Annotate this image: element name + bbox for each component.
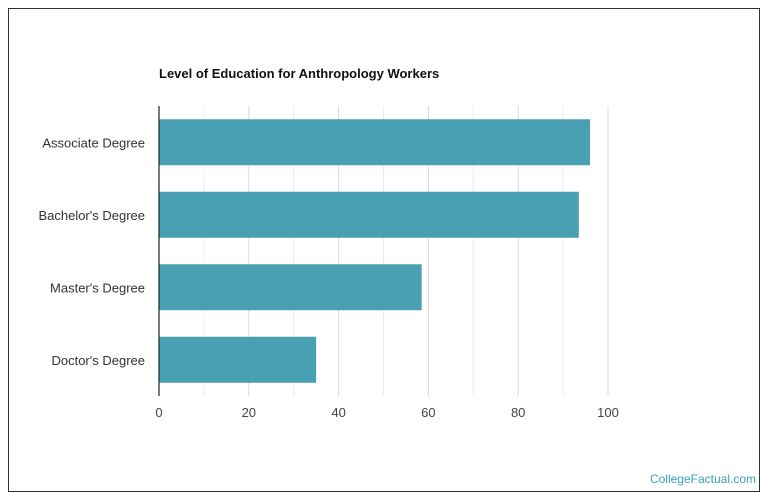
- x-tick-label: 80: [511, 405, 525, 420]
- chart-title: Level of Education for Anthropology Work…: [159, 66, 440, 81]
- bar: [159, 264, 422, 311]
- x-tick-label: 60: [421, 405, 435, 420]
- category-label: Associate Degree: [42, 135, 145, 150]
- x-tick-label: 0: [155, 405, 162, 420]
- watermark[interactable]: CollegeFactual.com: [649, 472, 756, 486]
- bar: [159, 191, 579, 238]
- x-tick-label: 20: [242, 405, 256, 420]
- bar: [159, 336, 317, 383]
- bar: [159, 119, 591, 166]
- x-tick-label: 40: [331, 405, 345, 420]
- x-tick-label: 100: [597, 405, 619, 420]
- category-label: Bachelor's Degree: [38, 208, 145, 223]
- category-label: Master's Degree: [50, 280, 145, 295]
- category-label: Doctor's Degree: [51, 353, 145, 368]
